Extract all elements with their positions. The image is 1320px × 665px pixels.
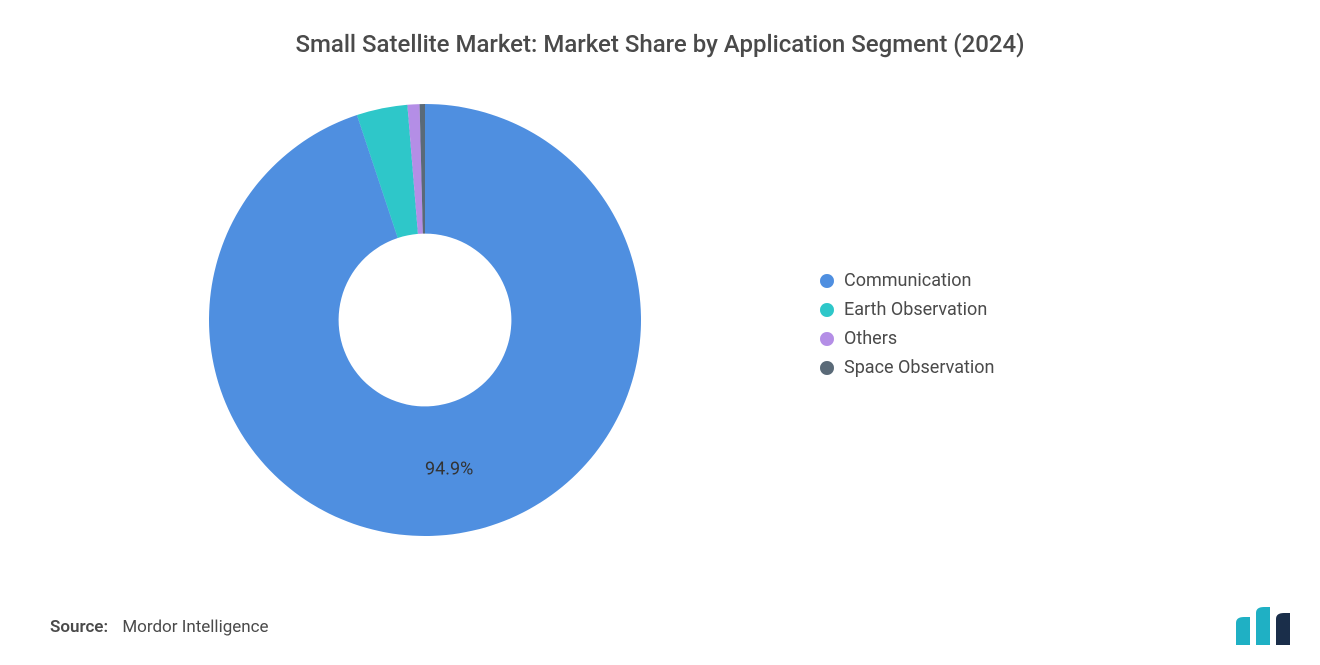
legend-item: Earth Observation: [820, 299, 994, 320]
source-label: Source:: [50, 617, 108, 637]
legend-dot-icon: [820, 361, 834, 375]
legend-label: Earth Observation: [844, 299, 987, 320]
donut-chart: 94.9%: [200, 95, 650, 545]
legend: Communication Earth Observation Others Spac…: [820, 270, 994, 378]
legend-item: Others: [820, 328, 994, 349]
chart-container: Small Satellite Market: Market Share by …: [0, 0, 1320, 665]
legend-item: Communication: [820, 270, 994, 291]
brand-logo-icon: [1236, 605, 1290, 645]
legend-dot-icon: [820, 332, 834, 346]
legend-dot-icon: [820, 303, 834, 317]
legend-dot-icon: [820, 274, 834, 288]
legend-label: Others: [844, 328, 897, 349]
slice-label: 94.9%: [425, 459, 473, 480]
chart-title: Small Satellite Market: Market Share by …: [0, 30, 1320, 58]
source-value: Mordor Intelligence: [122, 617, 268, 637]
legend-label: Communication: [844, 270, 971, 291]
legend-label: Space Observation: [844, 357, 994, 378]
legend-item: Space Observation: [820, 357, 994, 378]
source-footer: Source: Mordor Intelligence: [50, 617, 269, 637]
